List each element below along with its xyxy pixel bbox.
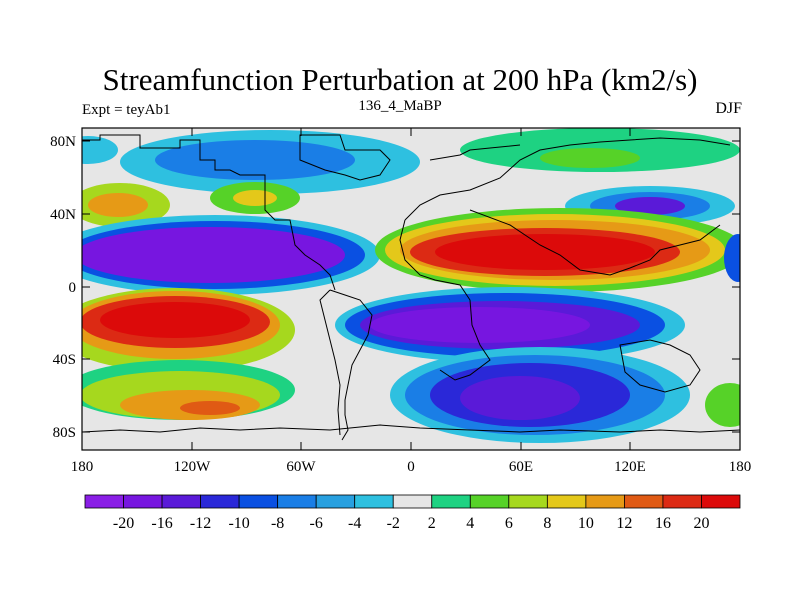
colorbar-swatch [508, 494, 548, 509]
colorbar-label: -4 [348, 515, 361, 532]
colorbar-label: -20 [113, 515, 134, 532]
contour-region [100, 302, 250, 338]
colorbar-label: -10 [228, 515, 249, 532]
colorbar-label: 8 [543, 515, 551, 532]
colorbar-swatch [84, 494, 124, 509]
x-tick-label: 60E [509, 459, 533, 475]
x-tick-label: 180 [729, 459, 752, 475]
contour-region [82, 426, 160, 450]
colorbar-label: 20 [693, 515, 709, 532]
x-tick-label: 0 [407, 459, 415, 475]
colorbar-labels: -20 -16 -12 -10 -8 -6 -4 -2 2 4 6 8 10 12 16 20 [113, 515, 710, 532]
y-tick-label: 80N [50, 134, 76, 150]
colorbar-swatch [238, 494, 279, 509]
contour-region [82, 227, 345, 283]
y-tick-label: 40S [53, 352, 76, 368]
australia-outline [619, 339, 701, 393]
eurasia-outline [404, 137, 731, 221]
colorbar-label: -2 [387, 515, 400, 532]
x-tick-label: 60W [286, 459, 316, 475]
colorbar-swatch [161, 494, 201, 509]
greenland-outline [299, 134, 391, 181]
contour-region [705, 383, 740, 427]
asia-south-outline [469, 209, 721, 276]
colorbar-label: 4 [466, 515, 474, 532]
colorbar-label: 10 [578, 515, 594, 532]
y-tick-label: 80S [53, 425, 76, 441]
africa-outline [399, 219, 491, 381]
colorbar-swatch [701, 494, 741, 509]
colorbar-swatch [624, 494, 664, 509]
colorbar-swatch [277, 494, 317, 509]
colorbar-label: 12 [616, 515, 632, 532]
contour-region [435, 234, 655, 270]
colorbar-swatch [431, 494, 471, 509]
colorbar-swatch [662, 494, 702, 509]
colorbar [84, 494, 741, 509]
colorbar-swatch [123, 494, 163, 509]
contour-region [82, 136, 118, 164]
colorbar-swatch [354, 494, 394, 509]
colorbar-label: -12 [190, 515, 211, 532]
contour-region [88, 193, 148, 217]
contour-region [540, 148, 640, 168]
experiment-label: Expt = teyAb1 [82, 102, 171, 118]
colorbar-label: -8 [271, 515, 284, 532]
contour-region [370, 307, 590, 343]
colorbar-label: -16 [151, 515, 172, 532]
colorbar-swatch [392, 494, 433, 509]
x-tick-label: 120W [174, 459, 212, 475]
tick-marks [81, 128, 741, 450]
season-label: DJF [715, 100, 742, 117]
north-america-outline [82, 134, 336, 291]
run-label: 136_4_MaBP [358, 98, 442, 114]
map-title: Streamfunction Perturbation at 200 hPa (… [102, 62, 698, 97]
south-america-outline [329, 289, 373, 441]
colorbar-swatch [546, 494, 587, 509]
contour-region [180, 401, 240, 415]
y-tick-label: 0 [69, 280, 77, 296]
contour-region [155, 140, 355, 180]
contour-fields [82, 128, 740, 450]
y-tick-label: 40N [50, 207, 76, 223]
colorbar-swatch [315, 494, 356, 509]
land-outlines [82, 134, 740, 441]
south-america-west-outline [319, 289, 341, 436]
colorbar-label: 6 [505, 515, 513, 532]
contour-region [233, 190, 277, 206]
colorbar-label: 2 [428, 515, 436, 532]
colorbar-swatch [200, 494, 240, 509]
colorbar-swatch [469, 494, 510, 509]
contour-region [460, 376, 580, 420]
colorbar-label: 16 [655, 515, 671, 532]
contour-region [724, 234, 740, 282]
contour-region [615, 197, 685, 215]
x-tick-label: 120E [614, 459, 646, 475]
colorbar-label: -6 [310, 515, 323, 532]
colorbar-swatch [585, 494, 625, 509]
antarctica-outline [82, 424, 740, 433]
x-tick-label: 180 [71, 459, 94, 475]
